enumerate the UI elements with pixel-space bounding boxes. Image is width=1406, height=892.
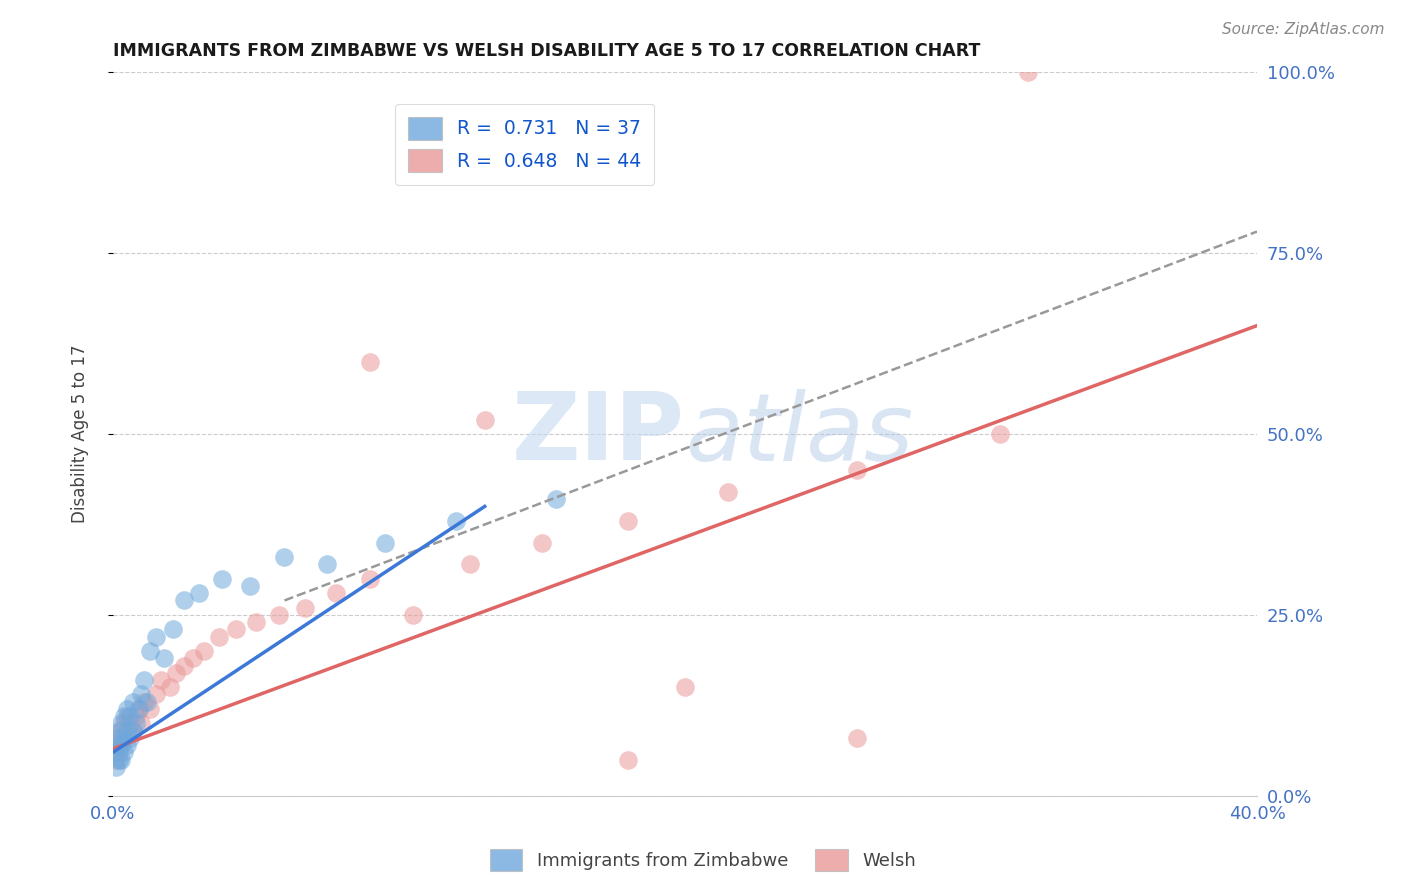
Point [107, 723, 129, 738]
Point [112, 731, 135, 745]
Point [112, 709, 135, 723]
Point [325, 586, 347, 600]
Point [546, 492, 568, 507]
Point [110, 738, 132, 752]
Text: atlas: atlas [685, 389, 912, 480]
Point [294, 600, 316, 615]
Text: Source: ZipAtlas.com: Source: ZipAtlas.com [1222, 22, 1385, 37]
Point [115, 723, 138, 738]
Point [173, 593, 195, 607]
Point [115, 738, 138, 752]
Point [139, 702, 162, 716]
Point [239, 579, 262, 593]
Point [107, 731, 129, 745]
Point [136, 695, 159, 709]
Point [122, 723, 145, 738]
Point [131, 688, 153, 702]
Point [145, 688, 167, 702]
Point [118, 731, 141, 745]
Point [118, 716, 141, 731]
Point [988, 427, 1011, 442]
Point [316, 558, 339, 572]
Point [267, 607, 290, 622]
Point [104, 738, 127, 752]
Point [359, 355, 381, 369]
Point [107, 738, 129, 752]
Point [530, 535, 553, 549]
Text: ZIP: ZIP [512, 388, 685, 480]
Point [225, 623, 247, 637]
Point [616, 514, 638, 528]
Point [616, 753, 638, 767]
Legend: R =  0.731   N = 37, R =  0.648   N = 44: R = 0.731 N = 37, R = 0.648 N = 44 [395, 103, 654, 185]
Point [104, 760, 127, 774]
Point [112, 745, 135, 759]
Point [107, 745, 129, 759]
Point [173, 658, 195, 673]
Point [115, 702, 138, 716]
Point [162, 623, 184, 637]
Point [1017, 65, 1039, 79]
Point [128, 702, 150, 716]
Point [444, 514, 467, 528]
Point [673, 680, 696, 694]
Point [104, 745, 127, 759]
Point [110, 738, 132, 752]
Point [139, 644, 162, 658]
Point [845, 463, 868, 477]
Point [125, 709, 148, 723]
Point [112, 716, 135, 731]
Point [150, 673, 173, 687]
Point [153, 651, 176, 665]
Point [159, 680, 181, 694]
Point [187, 586, 209, 600]
Point [128, 702, 150, 716]
Y-axis label: Disability Age 5 to 17: Disability Age 5 to 17 [72, 345, 89, 524]
Point [845, 731, 868, 745]
Point [134, 673, 156, 687]
Point [125, 716, 148, 731]
Point [374, 535, 396, 549]
Point [131, 716, 153, 731]
Point [115, 723, 138, 738]
Legend: Immigrants from Zimbabwe, Welsh: Immigrants from Zimbabwe, Welsh [482, 842, 924, 879]
Point [211, 572, 233, 586]
Point [118, 709, 141, 723]
Point [273, 550, 295, 565]
Point [104, 753, 127, 767]
Point [104, 731, 127, 745]
Point [145, 630, 167, 644]
Point [134, 695, 156, 709]
Point [110, 716, 132, 731]
Point [193, 644, 215, 658]
Point [181, 651, 204, 665]
Point [110, 723, 132, 738]
Text: IMMIGRANTS FROM ZIMBABWE VS WELSH DISABILITY AGE 5 TO 17 CORRELATION CHART: IMMIGRANTS FROM ZIMBABWE VS WELSH DISABI… [112, 42, 980, 60]
Point [402, 607, 425, 622]
Point [110, 753, 132, 767]
Point [245, 615, 267, 629]
Point [165, 665, 187, 680]
Point [460, 558, 482, 572]
Point [359, 572, 381, 586]
Point [122, 723, 145, 738]
Point [122, 695, 145, 709]
Point [112, 731, 135, 745]
Point [717, 485, 740, 500]
Point [474, 412, 496, 426]
Point [115, 709, 138, 723]
Point [107, 753, 129, 767]
Point [208, 630, 231, 644]
